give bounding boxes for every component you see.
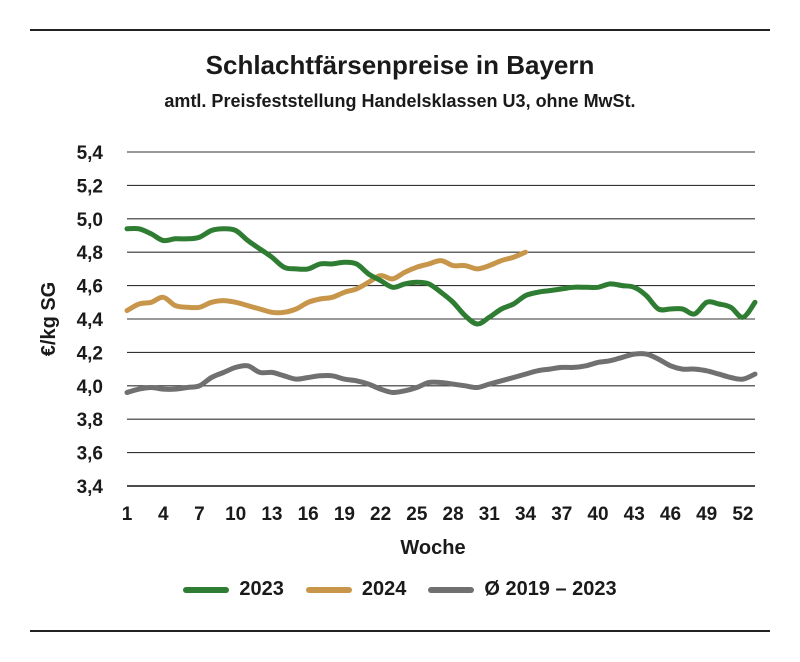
x-tick-label: 13 — [261, 504, 282, 525]
legend-swatch-average — [428, 586, 475, 593]
legend: 2023 2024 Ø 2019 – 2023 — [0, 578, 800, 601]
chart-title: Schlachtfärsenpreise in Bayern — [205, 50, 595, 80]
legend-item-average: Ø 2019 – 2023 — [428, 578, 617, 601]
x-tick-label: 28 — [443, 504, 464, 525]
series-line-2023 — [124, 225, 758, 327]
legend-label-2023: 2023 — [239, 578, 284, 600]
x-tick-label: 49 — [696, 504, 717, 525]
series-line-2024 — [124, 249, 528, 316]
x-tick-label: 1 — [122, 504, 133, 525]
x-axis-label: Woche — [400, 537, 465, 559]
bottom-rule — [30, 630, 770, 632]
x-tick-label: 22 — [370, 504, 391, 525]
x-tick-label: 46 — [660, 504, 681, 525]
chart-subtitle: amtl. Preisfeststellung Handelsklassen U… — [164, 91, 636, 111]
y-tick-label: 5,2 — [77, 176, 103, 197]
x-tick-label: 10 — [225, 504, 246, 525]
y-tick-label: 5,0 — [77, 210, 103, 231]
legend-item-2024: 2024 — [305, 578, 407, 601]
x-tick-label: 7 — [194, 504, 205, 525]
x-tick-label: 52 — [732, 504, 753, 525]
x-tick-label: 25 — [406, 504, 428, 525]
y-tick-label: 3,6 — [77, 444, 103, 465]
y-tick-label: 4,0 — [77, 377, 103, 398]
x-tick-label: 43 — [624, 504, 645, 525]
y-tick-label: 4,4 — [77, 310, 104, 331]
y-axis-label: €/kg SG — [38, 282, 60, 356]
y-tick-label: 5,4 — [77, 143, 104, 164]
x-tick-label: 37 — [551, 504, 572, 525]
legend-label-average: Ø 2019 – 2023 — [484, 578, 617, 600]
x-tick-label: 16 — [298, 504, 319, 525]
y-tick-label: 3,8 — [77, 410, 103, 431]
x-tick-label: 40 — [587, 504, 608, 525]
y-tick-label: 3,4 — [77, 477, 104, 498]
x-tick-label: 34 — [515, 504, 537, 525]
x-tick-label: 31 — [479, 504, 501, 525]
y-tick-label: 4,2 — [77, 343, 103, 364]
legend-swatch-2023 — [183, 586, 230, 593]
series-line-average — [124, 351, 758, 396]
y-tick-label: 4,8 — [77, 243, 103, 264]
legend-item-2023: 2023 — [183, 578, 284, 601]
x-tick-label: 19 — [334, 504, 355, 525]
legend-swatch-2024 — [305, 586, 352, 593]
x-tick-label: 4 — [158, 504, 169, 525]
legend-label-2024: 2024 — [361, 578, 407, 600]
top-rule — [30, 29, 770, 31]
y-tick-label: 4,6 — [77, 277, 103, 298]
